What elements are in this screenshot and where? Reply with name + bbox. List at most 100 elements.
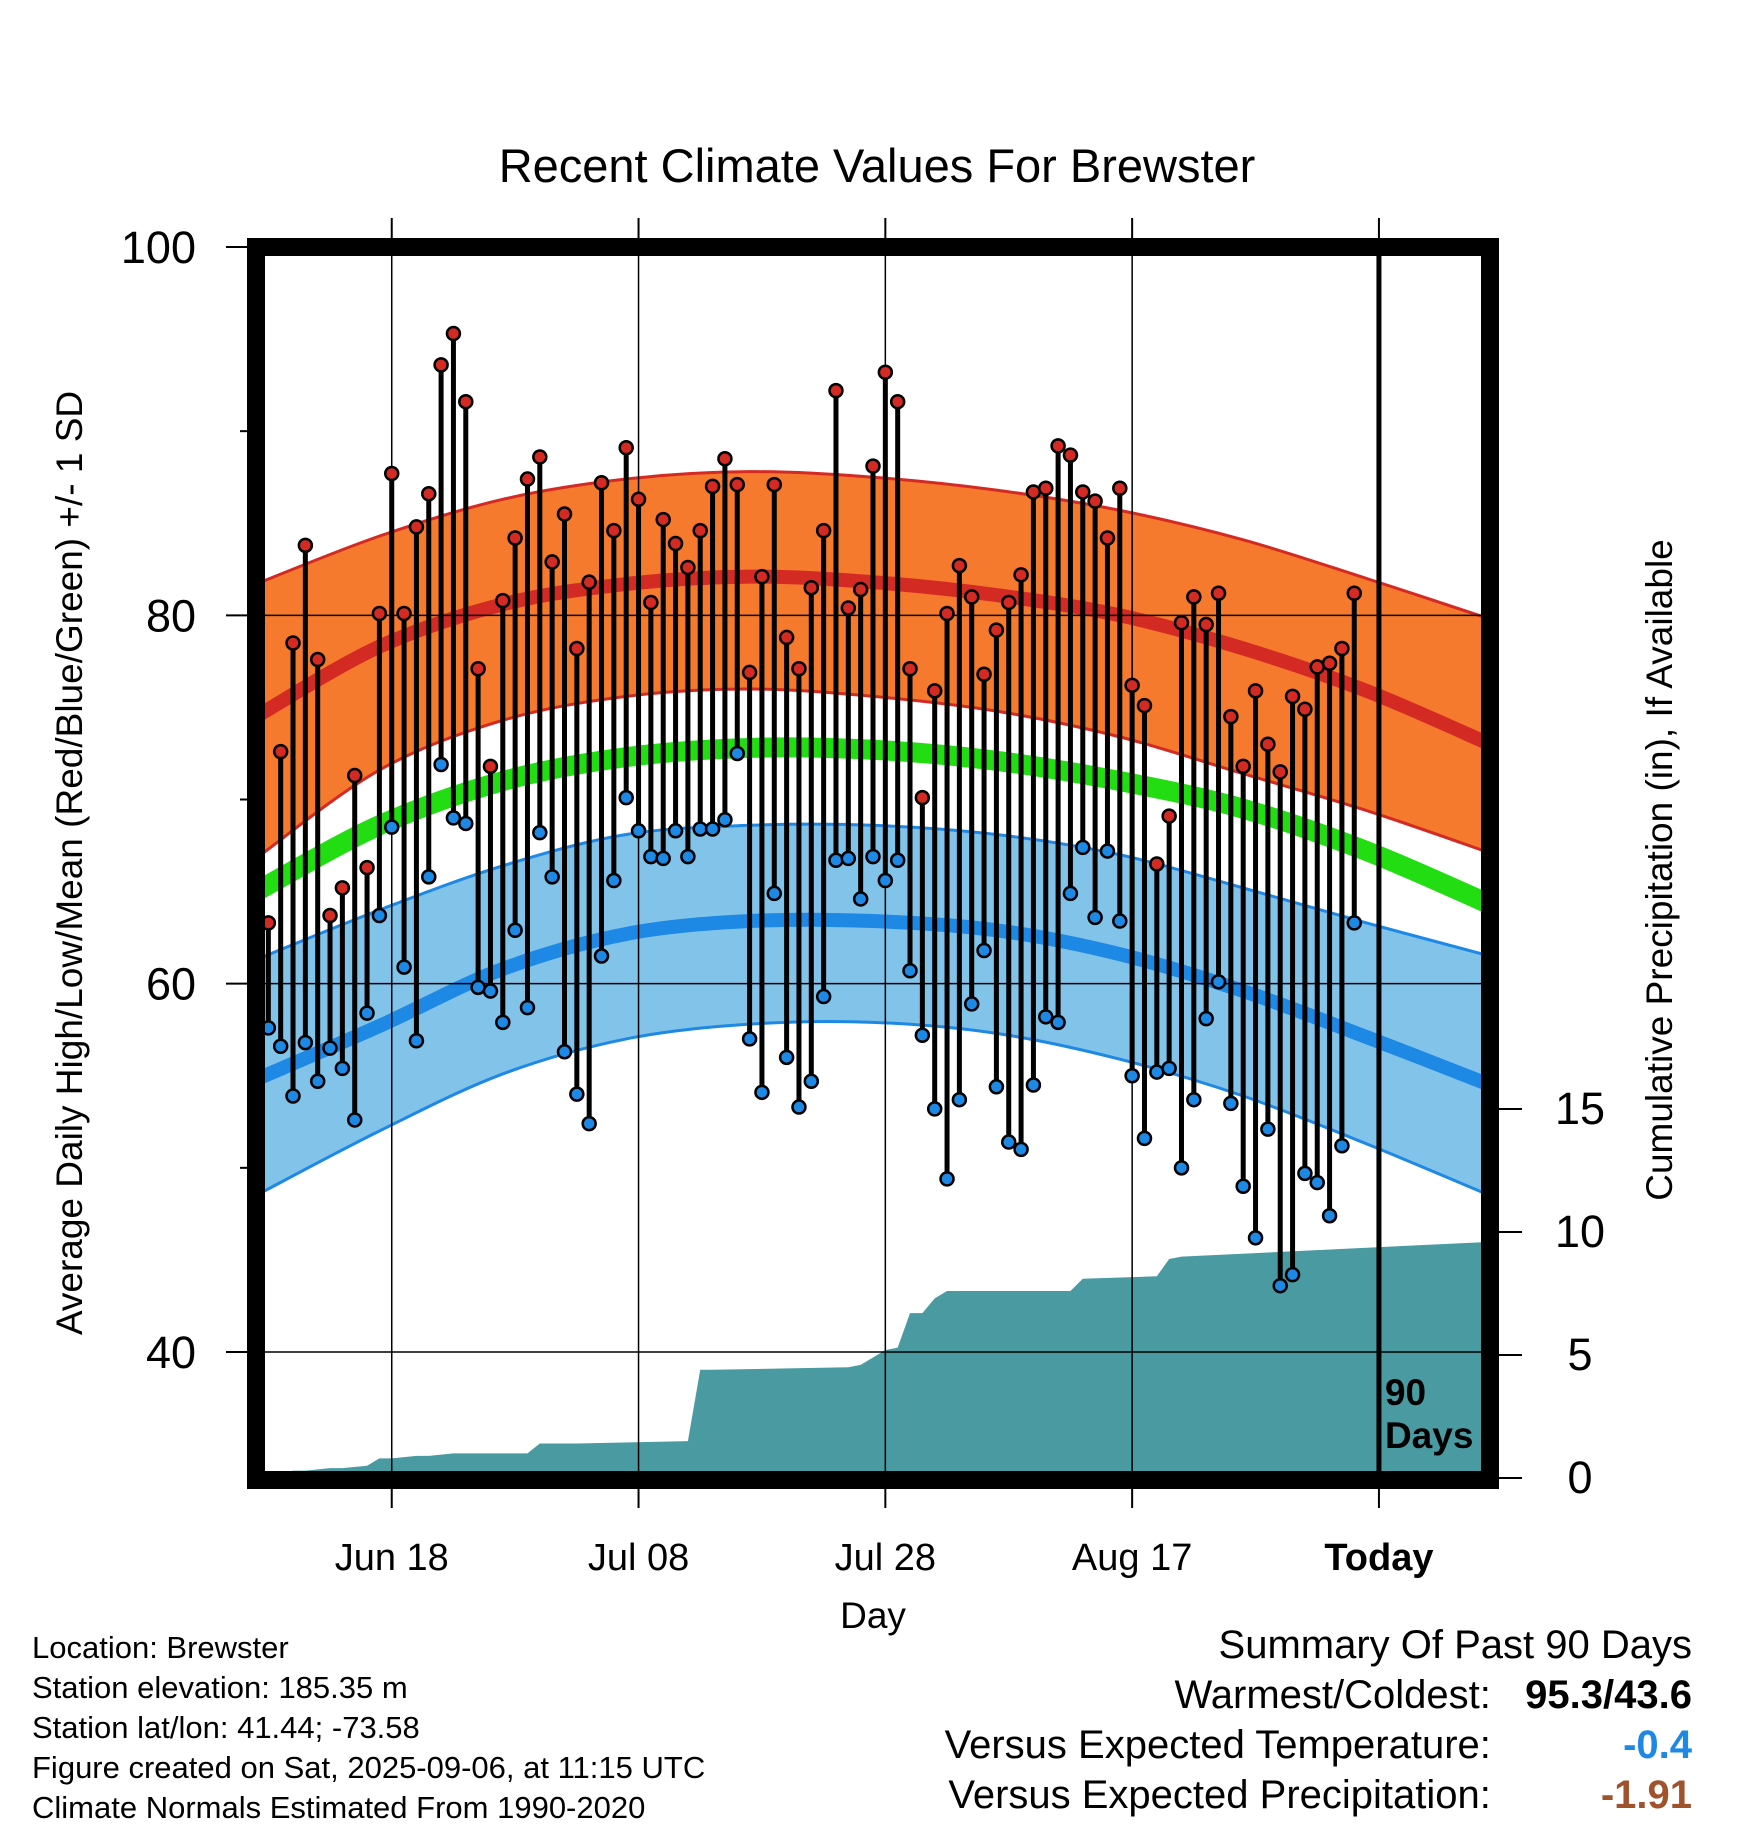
daily-low-point bbox=[396, 959, 412, 975]
daily-low-point bbox=[1198, 1010, 1214, 1027]
daily-high-point bbox=[1087, 493, 1103, 509]
daily-low-point bbox=[1087, 909, 1103, 926]
daily-low-point bbox=[593, 948, 610, 964]
daily-low-point bbox=[717, 812, 733, 828]
daily-low-point bbox=[1050, 1014, 1066, 1031]
daily-high-point bbox=[1112, 480, 1128, 497]
daily-low-point bbox=[1112, 913, 1128, 929]
daily-low-point bbox=[532, 824, 548, 841]
daily-low-point bbox=[1013, 1141, 1029, 1158]
daily-high-point bbox=[297, 537, 314, 554]
daily-high-point bbox=[1025, 484, 1042, 500]
daily-high-point bbox=[1000, 594, 1017, 611]
daily-low-point bbox=[766, 885, 783, 902]
daily-high-point bbox=[458, 393, 474, 410]
daily-high-point bbox=[1260, 736, 1276, 752]
y-tick-label: 80 bbox=[146, 590, 196, 641]
daily-low-point bbox=[914, 1027, 931, 1043]
daily-high-point bbox=[383, 465, 400, 482]
plot-frame bbox=[247, 238, 1499, 1489]
daily-high-point bbox=[630, 491, 647, 508]
precip-diff-value: -1.91 bbox=[1600, 1773, 1692, 1817]
daily-high-point bbox=[581, 574, 597, 590]
daily-low-point bbox=[507, 922, 523, 939]
daily-low-point bbox=[334, 1060, 351, 1077]
daily-low-point bbox=[433, 756, 449, 773]
daily-high-point bbox=[766, 476, 783, 493]
daily-low-point bbox=[1284, 1266, 1301, 1283]
daily-high-point bbox=[1124, 677, 1140, 694]
daily-high-point bbox=[309, 651, 326, 668]
daily-low-point bbox=[1149, 1064, 1165, 1080]
daily-high-point bbox=[1161, 808, 1177, 824]
daily-high-point bbox=[1272, 764, 1288, 780]
daily-low-point bbox=[1223, 1095, 1239, 1112]
daily-high-point bbox=[593, 474, 610, 491]
daily-high-point bbox=[1099, 530, 1116, 546]
daily-high-point bbox=[680, 559, 696, 576]
warm-cold-row: Warmest/Coldest: 95.3/43.6 bbox=[945, 1670, 1693, 1720]
daily-low-point bbox=[791, 1099, 807, 1115]
daily-high-point bbox=[926, 683, 943, 699]
daily-high-point bbox=[618, 439, 634, 456]
daily-high-point bbox=[840, 600, 857, 616]
precip-area bbox=[256, 1241, 1490, 1478]
daily-high-point bbox=[667, 535, 684, 552]
daily-low-point bbox=[1297, 1165, 1313, 1182]
daily-high-point bbox=[1038, 480, 1054, 497]
daily-high-point bbox=[285, 635, 301, 651]
daily-high-point bbox=[1062, 447, 1079, 463]
daily-low-point bbox=[458, 815, 474, 832]
daily-high-point bbox=[359, 859, 375, 876]
window-label-count: 90 bbox=[1385, 1372, 1426, 1413]
daily-high-point bbox=[519, 471, 536, 487]
daily-high-point bbox=[495, 592, 511, 609]
daily-high-point bbox=[1210, 585, 1227, 601]
daily-low-point bbox=[1334, 1137, 1350, 1154]
daily-high-point bbox=[815, 522, 832, 539]
daily-low-point bbox=[939, 1171, 955, 1187]
daily-high-point bbox=[569, 640, 585, 657]
precip-diff-row: Versus Expected Precipitation: -1.91 bbox=[945, 1770, 1692, 1820]
daily-high-point bbox=[988, 622, 1005, 638]
daily-low-point bbox=[495, 1014, 511, 1031]
daily-high-point bbox=[1334, 640, 1350, 657]
daily-low-point bbox=[729, 745, 746, 762]
daily-high-point bbox=[556, 506, 573, 522]
x-tick-label: Today bbox=[1324, 1537, 1433, 1579]
daily-high-point bbox=[852, 581, 869, 598]
temp-diff-label: Versus Expected Temperature: bbox=[944, 1723, 1491, 1767]
daily-low-point bbox=[1099, 843, 1116, 859]
daily-low-point bbox=[322, 1040, 338, 1056]
y-tick-label: 60 bbox=[146, 959, 196, 1010]
daily-low-point bbox=[297, 1034, 314, 1051]
daily-low-point bbox=[1136, 1130, 1153, 1147]
location-text: Location: Brewster bbox=[32, 1630, 289, 1665]
daily-high-point bbox=[1309, 659, 1325, 675]
daily-low-point bbox=[778, 1049, 795, 1066]
daily-high-point bbox=[643, 594, 659, 611]
daily-high-point bbox=[889, 393, 906, 410]
daily-low-point bbox=[667, 823, 684, 839]
x-tick-label: Aug 17 bbox=[1072, 1537, 1192, 1579]
daily-high-point bbox=[1346, 585, 1363, 601]
daily-low-point bbox=[828, 852, 844, 869]
daily-low-point bbox=[421, 869, 437, 885]
temp-diff-value: -0.4 bbox=[1623, 1723, 1692, 1767]
y-axis-right: 0 5 10 15 bbox=[1490, 1083, 1605, 1503]
daily-high-point bbox=[963, 589, 980, 605]
window-label-unit: Days bbox=[1385, 1415, 1473, 1456]
daily-high-point bbox=[1297, 701, 1313, 718]
x-axis: Jun 18 Jul 08 Jul 28 Aug 17 Today bbox=[335, 218, 1433, 1579]
station-info: Location: Brewster Station elevation: 18… bbox=[32, 1628, 705, 1828]
x-tick-label: Jul 08 bbox=[588, 1537, 689, 1579]
daily-low-point bbox=[877, 872, 894, 889]
daily-low-point bbox=[1124, 1068, 1140, 1084]
y2-tick-label: 15 bbox=[1555, 1083, 1605, 1134]
daily-high-point bbox=[482, 758, 499, 775]
daily-high-point bbox=[803, 579, 820, 596]
daily-low-point bbox=[1186, 1091, 1202, 1108]
daily-low-point bbox=[371, 907, 388, 924]
daily-low-point bbox=[272, 1038, 289, 1055]
